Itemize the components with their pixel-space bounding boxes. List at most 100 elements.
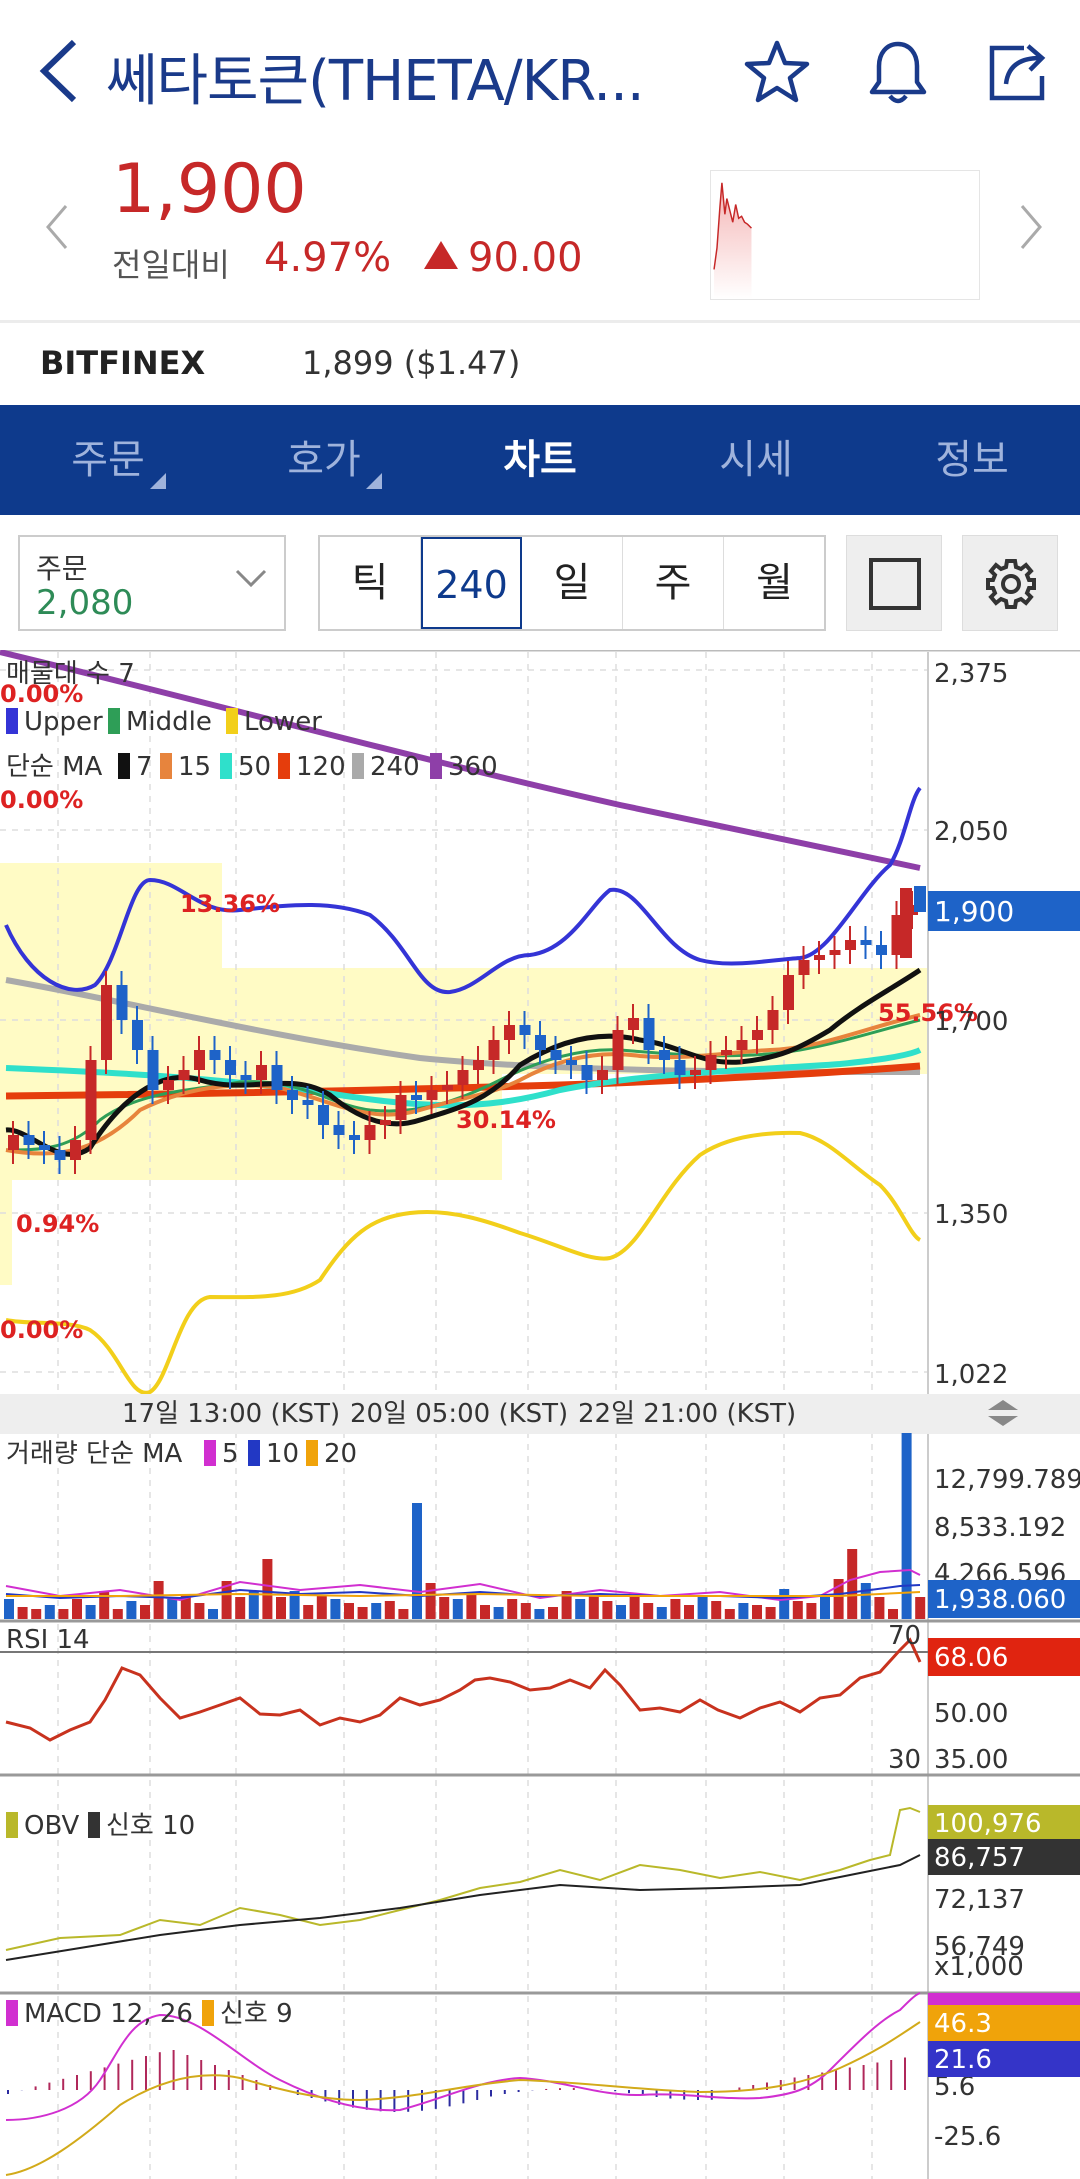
volume-bar — [602, 1601, 613, 1619]
candle-body — [178, 1070, 190, 1080]
star-icon[interactable] — [743, 38, 811, 106]
ma-15-line — [5, 1013, 921, 1156]
chart-area[interactable]: 0.00% 0.00% 13.36% 55.56% 30.14% 0.94% 0… — [0, 650, 1080, 2179]
volume-bar — [466, 1595, 477, 1619]
price-chart-canvas[interactable]: 0.00% 0.00% 13.36% 55.56% 30.14% 0.94% 0… — [0, 650, 1080, 2179]
tab-chart[interactable]: 차트 — [503, 437, 577, 483]
current-price-tag-text: 1,900 — [934, 895, 1014, 928]
sparkline-chart[interactable] — [710, 170, 980, 300]
candle-body — [240, 1075, 252, 1080]
candle-body — [442, 1085, 453, 1090]
period-tick[interactable]: 틱 — [320, 537, 421, 629]
candle-body — [914, 886, 926, 912]
volume-bar — [792, 1601, 803, 1619]
volume-bar — [507, 1599, 518, 1619]
obv-signal-legend: 신호 10 — [106, 1811, 195, 1841]
volume-bar — [752, 1605, 762, 1619]
rsi-legend: RSI 14 — [6, 1625, 90, 1655]
volume-tag — [928, 1580, 1080, 1618]
volume-bar — [629, 1597, 640, 1619]
bell-icon[interactable] — [864, 38, 932, 106]
volume-bar — [72, 1599, 82, 1619]
candle-body — [85, 1060, 97, 1140]
volume-ma5-line — [5, 1568, 921, 1602]
ma-legend-title: 단순 MA — [6, 752, 103, 782]
volume-bar — [561, 1591, 572, 1619]
page-title: 쎄타토큰(THETA/KR... — [106, 49, 645, 114]
volume-bar — [398, 1609, 409, 1619]
period-day[interactable]: 일 — [522, 537, 623, 629]
tab-info[interactable]: 정보 — [935, 437, 1009, 483]
volume-bar — [235, 1597, 246, 1619]
obv-tag-text: 100,976 — [934, 1809, 1042, 1839]
tab-orderbook[interactable]: 호가 — [216, 405, 432, 515]
y-tick: 1,350 — [934, 1200, 1008, 1230]
prev-arrow-icon[interactable] — [42, 202, 72, 252]
volume-bar — [616, 1605, 626, 1619]
period-month[interactable]: 월 — [756, 560, 793, 606]
up-triangle-icon — [424, 241, 458, 269]
annotation-label: 0.94% — [16, 1210, 99, 1238]
ma-legend-15: 15 — [178, 752, 211, 782]
y-tick: 56,749 — [934, 1932, 1025, 1962]
period-240min[interactable]: 240분 — [421, 537, 522, 699]
candle-body — [473, 1060, 484, 1070]
resize-handle-icon[interactable] — [988, 1400, 1018, 1426]
exchange-name: BITFINEX — [40, 344, 206, 382]
volume-bar — [289, 1591, 300, 1619]
candle-body — [209, 1050, 221, 1060]
volume-tag-text: 1,938.060 — [934, 1585, 1066, 1615]
volume-legend-5: 5 — [222, 1439, 239, 1469]
volume-bar — [806, 1603, 817, 1619]
candle-body — [333, 1125, 345, 1135]
fullscreen-button[interactable] — [846, 535, 942, 631]
candle-body — [23, 1135, 35, 1145]
candle-body — [39, 1145, 50, 1150]
y-tick: 72,137 — [934, 1885, 1025, 1915]
volume-bar — [833, 1579, 844, 1619]
bollinger-lower-line — [5, 1130, 922, 1395]
y-tick: 12,799.789 — [934, 1465, 1080, 1495]
legend-lower: Lower — [244, 707, 322, 737]
macd-legend: MACD 12, 26 — [24, 1999, 193, 2029]
candle-body — [54, 1150, 66, 1160]
candle-body — [674, 1060, 686, 1075]
current-price-tag — [928, 891, 1080, 931]
volume-bar — [357, 1607, 368, 1619]
annotation-label: 30.14% — [456, 1106, 556, 1134]
candle-body — [705, 1055, 717, 1070]
exchange-row[interactable]: BITFINEX 1,899 ($1.47) — [0, 324, 1080, 404]
tab-quotes[interactable]: 시세 — [719, 437, 793, 483]
volume-legend-10: 10 — [266, 1439, 299, 1469]
legend-middle: Middle — [126, 707, 212, 737]
volume-bar — [276, 1597, 286, 1619]
volume-bar — [4, 1599, 14, 1619]
volume-bar — [140, 1605, 150, 1619]
volume-bar — [316, 1595, 327, 1619]
obv-tag — [928, 1805, 1080, 1841]
next-arrow-icon[interactable] — [1016, 202, 1046, 252]
candle-body — [302, 1100, 314, 1105]
chart-toolbar: 주문 2,080 틱 240분 일 주 월 — [0, 515, 1080, 699]
x-axis-strip — [0, 1394, 1080, 1434]
candle-body — [411, 1095, 422, 1100]
obv-line — [5, 1806, 921, 1951]
macd-tag — [928, 2041, 1080, 2077]
macd-tag-text: 21.6 — [934, 2045, 992, 2075]
candle-body — [845, 940, 856, 950]
volume-bar — [85, 1605, 96, 1619]
volume-legend-title: 거래량 단순 MA — [6, 1439, 183, 1469]
candle-body — [612, 1030, 624, 1070]
share-icon[interactable] — [984, 38, 1052, 106]
settings-button[interactable] — [962, 535, 1058, 631]
candle-body — [721, 1050, 732, 1055]
y-tick: 50.00 — [934, 1699, 1008, 1729]
volume-legend-20: 20 — [324, 1439, 357, 1469]
order-select[interactable]: 주문 2,080 — [18, 535, 286, 631]
volume-bar — [452, 1599, 463, 1619]
x-tick: 22일 21:00 (KST) — [578, 1399, 796, 1429]
back-icon[interactable] — [36, 38, 86, 104]
legend-upper: Upper — [24, 707, 103, 737]
tab-order[interactable]: 주문 — [0, 405, 216, 515]
period-week[interactable]: 주 — [623, 537, 724, 629]
